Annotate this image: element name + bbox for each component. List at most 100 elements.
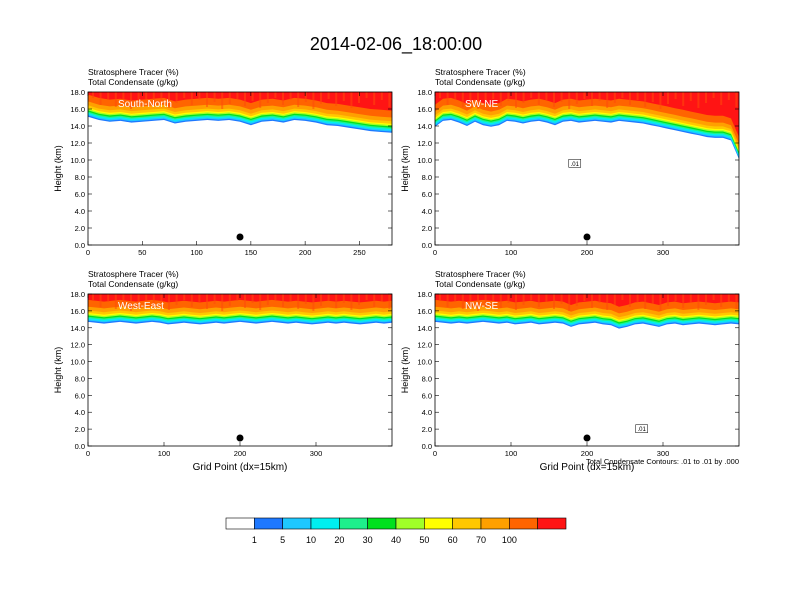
y-axis-label: Height (km)	[53, 145, 63, 192]
tracer-streak	[454, 294, 457, 302]
tracer-streak	[213, 294, 216, 304]
tracer-streak	[213, 92, 216, 102]
tracer-layer	[88, 92, 392, 111]
tracer-streak	[621, 294, 624, 300]
colorbar-swatch	[509, 517, 538, 530]
y-tick-label: 10.0	[70, 358, 85, 367]
y-axis-label: Height (km)	[53, 347, 63, 394]
y-tick-label: 6.0	[422, 190, 432, 199]
tracer-streak	[327, 92, 330, 99]
colorbar: 1 5 10 20 30 40 50 60 70 100	[225, 517, 567, 545]
tracer-streak	[644, 92, 647, 107]
tracer-streak	[697, 294, 700, 310]
tracer-streak	[350, 92, 353, 108]
y-tick-label: 2.0	[75, 425, 85, 434]
tracer-streak	[606, 92, 609, 108]
y-tick-label: 14.0	[417, 324, 432, 333]
colorbar-swatch	[282, 517, 312, 530]
tracer-streak	[477, 92, 479, 109]
tracer-streak	[365, 92, 368, 98]
y-tick-label: 4.0	[422, 408, 432, 417]
tracer-streak	[92, 92, 94, 98]
x-tick-label: 200	[581, 248, 594, 257]
x-tick-label: 0	[433, 449, 437, 458]
tracer-streak	[289, 92, 292, 100]
tracer-streak	[130, 92, 132, 109]
tracer-streak	[221, 92, 224, 109]
y-tick-label: 6.0	[422, 391, 432, 400]
y-tick-label: 12.0	[70, 341, 85, 350]
tracer-streak	[350, 294, 353, 310]
tracer-streak	[259, 92, 262, 108]
y-tick-label: 18.0	[70, 88, 85, 97]
colorbar-swatch	[339, 517, 368, 530]
y-tick-label: 12.0	[417, 139, 432, 148]
tracer-streak	[606, 294, 609, 310]
y-tick-label: 6.0	[75, 190, 85, 199]
tracer-streak	[365, 294, 368, 300]
tracer-streak	[266, 92, 269, 103]
colorbar-label: 30	[363, 535, 373, 545]
tracer-streak	[682, 92, 685, 106]
y-tick-label: 18.0	[417, 88, 432, 97]
tracer-streak	[282, 92, 284, 105]
tracer-streak	[492, 92, 495, 99]
tracer-streak	[137, 294, 140, 306]
y-tick-label: 0.0	[75, 442, 85, 451]
tracer-streak	[689, 294, 692, 303]
tracer-streak	[537, 92, 540, 105]
tracer-streak	[107, 92, 110, 100]
colorbar-label: 1	[252, 535, 257, 545]
tracer-streak	[198, 294, 201, 302]
y-tick-label: 2.0	[422, 425, 432, 434]
tracer-streak	[735, 294, 738, 309]
y-tick-label: 10.0	[417, 358, 432, 367]
y-tick-label: 0.0	[422, 241, 432, 250]
tracer-streak	[160, 294, 163, 303]
colorbar-label: 50	[419, 535, 429, 545]
tracer-streak	[274, 92, 277, 98]
tracer-streak	[312, 294, 315, 311]
tracer-streak	[274, 294, 277, 300]
x-tick-label: 100	[505, 449, 518, 458]
tracer-streak	[206, 294, 208, 309]
x-tick-label: 100	[190, 248, 203, 257]
tracer-streak	[289, 294, 292, 302]
tracer-streak	[591, 294, 593, 308]
tracer-streak	[651, 294, 654, 304]
y-tick-label: 16.0	[70, 307, 85, 316]
tracer-streak	[492, 294, 495, 301]
tracer-streak	[152, 92, 155, 106]
panel-title-line: Stratosphere Tracer (%)	[88, 67, 179, 77]
tracer-streak	[92, 294, 94, 300]
y-tick-label: 12.0	[417, 341, 432, 350]
y-tick-label: 12.0	[70, 139, 85, 148]
tracer-streak	[469, 92, 472, 102]
tracer-streak	[122, 294, 125, 304]
y-tick-label: 18.0	[70, 290, 85, 299]
tracer-streak	[682, 294, 685, 308]
y-tick-label: 16.0	[417, 105, 432, 114]
tracer-streak	[297, 294, 300, 309]
tracer-streak	[636, 92, 639, 100]
contour-label-box	[568, 159, 582, 168]
tracer-streak	[99, 92, 102, 105]
tracer-streak	[244, 92, 246, 106]
panel-frame	[87, 91, 393, 246]
colorbar-label: 10	[306, 535, 316, 545]
y-tick-label: 10.0	[417, 156, 432, 165]
tracer-streak	[175, 92, 178, 103]
tracer-streak	[335, 294, 338, 308]
tracer-streak	[689, 92, 692, 101]
tracer-streak	[107, 294, 110, 302]
x-tick-label: 100	[158, 449, 171, 458]
y-tick-label: 2.0	[422, 224, 432, 233]
tracer-streak	[667, 294, 669, 306]
y-tick-label: 4.0	[422, 207, 432, 216]
tracer-streak	[335, 92, 338, 106]
tracer-streak	[388, 92, 391, 107]
panel-sw-ne: .01 SW-NE Stratosphere Tracer (%)Total Con…	[400, 67, 740, 257]
tracer-streak	[545, 92, 548, 100]
tracer-streak	[373, 92, 376, 105]
